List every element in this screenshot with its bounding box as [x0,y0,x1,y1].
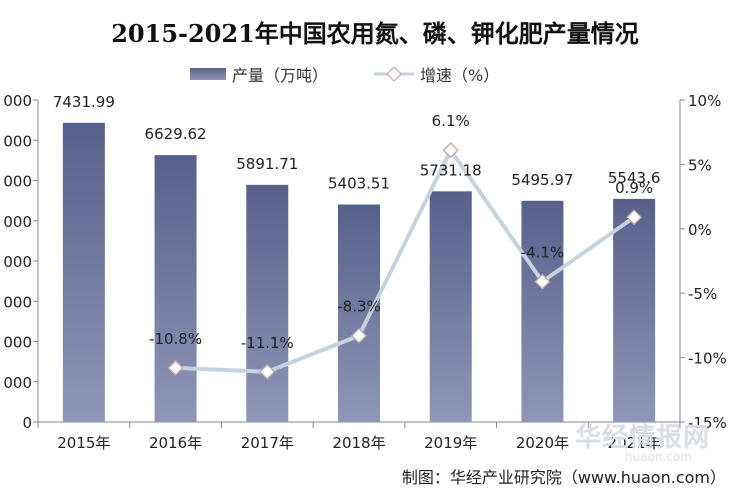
bar-value-label: 5891.71 [236,155,298,173]
legend-item-output: 产量（万吨） [190,62,328,86]
legend-item-growth: 增速（%） [374,62,499,86]
growth-line [175,146,636,374]
bar [521,200,564,422]
x-axis-tick-label: 2016年 [149,434,202,452]
bar-value-label: 5495.97 [511,171,573,189]
legend: 产量（万吨） 增速（%） [190,62,545,86]
bar-value-label: 6629.62 [145,125,207,143]
growth-point [626,209,643,226]
right-axis-tick-label: -5% [688,285,717,303]
legend-line-swatch [374,67,415,81]
watermark-logo: 华经情报网 [574,423,710,453]
right-axis-tick-label: 10% [688,92,721,110]
x-axis-tick-label: 2015年 [57,434,110,452]
x-axis-tick-label: 2020年 [516,434,569,452]
growth-value-label: -10.8% [149,330,202,348]
chart-title: 2015-2021年中国农用氮、磷、钾化肥产量情况 [111,19,639,48]
right-axis-tick-label: -15% [688,414,727,432]
growth-value-label: -4.1% [521,244,565,262]
bar-value-label: 5731.18 [420,161,482,179]
bar [154,155,197,423]
growth-point [442,142,459,159]
growth-value-label: 0.9% [615,179,653,197]
growth-point [534,273,551,290]
right-axis-tick-label: -10% [688,350,727,368]
growth-value-label: -11.1% [241,334,294,352]
x-axis-tick-label: 2021年 [608,434,661,452]
source-note: 制图：华经产业研究院（www.huaon.com） [401,468,726,487]
x-axis-tick-label: 2019年 [424,434,477,452]
bar [429,191,472,422]
left-axis-tick-label: 000 [3,253,32,271]
bar [613,198,656,422]
bar [62,122,105,423]
x-axis-tick-label: 2017年 [241,434,294,452]
legend-label-output: 产量（万吨） [232,66,329,85]
watermark-url: huaon.com [625,450,692,464]
left-axis-tick-label: 000 [3,334,32,352]
left-axis-tick-label: 000 [3,132,32,150]
growth-value-label: -8.3% [337,298,381,316]
growth-value-label: 6.1% [432,112,470,130]
growth-point [351,327,367,344]
bar-value-label: 5403.51 [328,175,390,193]
right-axis-tick-label: 0% [688,221,712,239]
x-axis-tick-label: 2018年 [332,434,385,452]
bar-value-label: 5543.6 [608,169,661,187]
bar-value-label: 7431.99 [53,93,115,111]
bar [338,204,380,422]
left-axis-tick-label: 0 [22,414,32,432]
left-axis-tick-label: 000 [3,213,32,231]
growth-point [167,359,184,376]
right-axis-tick-label: 5% [688,156,712,174]
left-axis-tick-label: 000 [3,293,32,311]
left-axis-tick-label: 000 [3,92,32,110]
left-axis-tick-label: 000 [3,173,32,191]
growth-point [259,363,276,380]
legend-label-growth: 增速（%） [420,66,500,85]
left-axis-tick-label: 000 [3,374,32,392]
legend-bar-swatch [190,68,226,80]
bar [246,184,289,422]
